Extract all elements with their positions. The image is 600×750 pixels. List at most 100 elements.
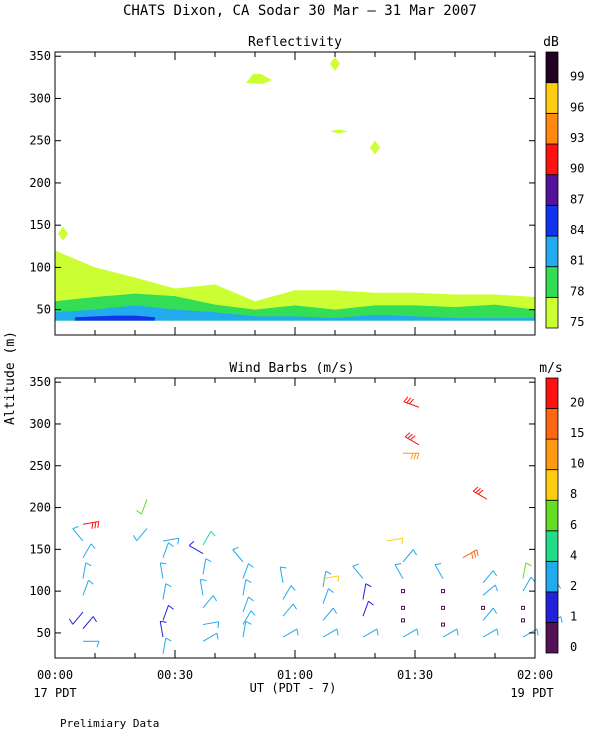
x-axis-label: UT (PDT - 7): [250, 681, 337, 695]
wind-colorbar-swatch: [545, 408, 559, 440]
wind-barb: [403, 396, 420, 408]
reflectivity-contours: [55, 56, 535, 321]
reflectivity-patch: [58, 226, 68, 241]
wind-y-tick-label: 300: [29, 417, 51, 431]
reflectivity-colorbar-label: 93: [570, 131, 584, 145]
wind-barb: [394, 562, 404, 579]
wind-barb: [82, 579, 94, 596]
wind-colorbar-label: 15: [570, 426, 584, 440]
reflectivity-colorbar-label: 84: [570, 223, 584, 237]
wind-barb: [202, 530, 216, 546]
wind-barb: [403, 452, 420, 460]
reflectivity-colorbar-swatch: [545, 112, 559, 145]
wind-barb: [242, 610, 256, 625]
reflectivity-colorbar-label: 96: [570, 100, 584, 114]
wind-barb: [162, 583, 172, 600]
wind-y-tick-label: 100: [29, 584, 51, 598]
end-label: 19 PDT: [510, 686, 553, 700]
wind-barb: [279, 566, 287, 583]
wind-barb: [322, 588, 334, 604]
reflectivity-title: Reflectivity: [248, 35, 342, 50]
wind-barb: [159, 620, 167, 638]
y-axis-label: Altitude (m): [3, 331, 18, 425]
x-tick-label: 01:00: [277, 668, 313, 682]
reflectivity-colorbar-swatch: [545, 204, 559, 237]
wind-barb: [282, 585, 296, 600]
wind-colorbar-label: 20: [570, 396, 584, 410]
wind-barb: [362, 628, 379, 638]
wind-barb: [441, 589, 445, 594]
wind-barb: [282, 628, 299, 638]
reflectivity-colorbar-label: 75: [570, 315, 584, 329]
reflectivity-patch: [370, 140, 380, 155]
wind-barb: [462, 549, 479, 559]
start-label: 17 PDT: [33, 686, 76, 700]
reflectivity-patch: [330, 129, 348, 134]
reflectivity-colorbar-swatch: [545, 174, 559, 206]
reflectivity-colorbar-swatch: [545, 266, 559, 298]
wind-barb: [82, 616, 98, 630]
wind-colorbar-label: 4: [570, 548, 577, 562]
wind-barb: [482, 570, 498, 584]
footnote: Prelimiary Data: [60, 717, 159, 730]
reflectivity-colorbar-label: 99: [570, 70, 584, 84]
wind-colorbar-label: 6: [570, 518, 577, 532]
reflectivity-y-tick-label: 300: [29, 91, 51, 105]
reflectivity-patch: [246, 74, 272, 85]
wind-barb: [472, 486, 488, 500]
x-tick-label: 00:30: [157, 668, 193, 682]
wind-barb: [242, 620, 252, 638]
x-tick-label: 01:30: [397, 668, 433, 682]
wind-colorbar-swatch: [545, 377, 559, 409]
wind-barb: [202, 558, 212, 575]
wind-barb: [242, 579, 252, 596]
reflectivity-colorbar-unit: dB: [543, 35, 559, 50]
wind-barb: [162, 637, 172, 654]
wind-barb: [386, 537, 404, 545]
wind-colorbar-label: 8: [570, 487, 577, 501]
wind-colorbar-swatch: [545, 499, 559, 532]
reflectivity-y-tick-label: 250: [29, 134, 51, 148]
wind-barb: [322, 575, 340, 583]
reflectivity-colorbar-swatch: [545, 143, 559, 176]
wind-barb: [242, 596, 254, 613]
wind-barbs: [68, 396, 563, 654]
reflectivity-band-81: [55, 305, 535, 321]
wind-colorbar-label: 10: [570, 457, 584, 471]
x-tick-label: 02:00: [517, 668, 553, 682]
wind-barb: [362, 600, 374, 617]
wind-barb: [481, 605, 485, 610]
wind-barb: [401, 589, 405, 594]
reflectivity-colorbar-label: 90: [570, 162, 584, 176]
wind-colorbar-swatch: [545, 530, 559, 562]
wind-barb: [352, 563, 364, 579]
wind-barb: [322, 628, 339, 638]
wind-barb: [322, 570, 332, 588]
reflectivity-y-tick-label: 50: [37, 303, 51, 317]
wind-barb: [162, 604, 174, 621]
reflectivity-colorbar-label: 81: [570, 254, 584, 268]
wind-barb: [402, 549, 418, 563]
reflectivity-patch: [330, 56, 340, 71]
reflectivity-colorbar: 75 78 81 84 87 90 93 96 99: [545, 51, 584, 329]
wind-y-tick-label: 50: [37, 626, 51, 640]
reflectivity-x-axis: [54, 52, 536, 335]
wind-barb: [82, 543, 96, 558]
wind-barb: [404, 432, 420, 446]
x-tick-label: 00:00: [37, 668, 73, 682]
wind-colorbar-label: 0: [570, 640, 577, 654]
wind-barb: [162, 537, 180, 545]
wind-barb: [72, 525, 84, 542]
wind-colorbar-swatch: [545, 438, 559, 471]
reflectivity-colorbar-label: 87: [570, 192, 584, 206]
wind-y-tick-label: 350: [29, 375, 51, 389]
wind-barb: [232, 546, 244, 563]
wind-y-tick-label: 150: [29, 542, 51, 556]
reflectivity-band-84: [75, 315, 155, 321]
reflectivity-colorbar-swatch: [545, 235, 559, 268]
wind-x-axis: 00:00 00:30 01:00 01:30 02:00: [37, 378, 553, 682]
wind-barb: [521, 618, 525, 623]
wind-colorbar-swatch: [545, 469, 559, 501]
